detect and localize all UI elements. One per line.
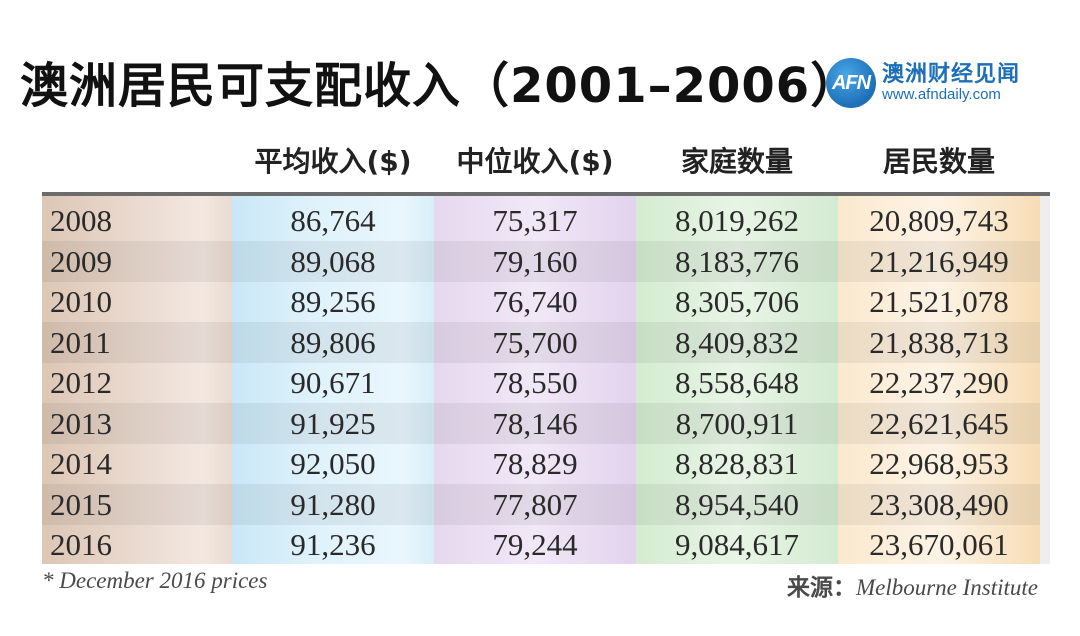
row-shade <box>42 241 1040 282</box>
header-median-income: 中位收入($) <box>456 145 614 178</box>
table-row: 2012 90,671 78,550 8,558,648 22,237,290 <box>0 362 1080 403</box>
cell-population: 22,968,953 <box>869 446 1009 481</box>
cell-year: 2010 <box>50 284 112 319</box>
brand-name: 澳洲财经见闻 <box>882 61 1021 87</box>
table-row: 2009 89,068 79,160 8,183,776 21,216,949 <box>0 241 1080 282</box>
cell-median-income: 78,829 <box>492 446 578 481</box>
cell-population: 21,838,713 <box>869 325 1009 360</box>
cell-median-income: 75,700 <box>492 325 578 360</box>
cell-mean-income: 86,764 <box>290 203 376 238</box>
table-header: 平均收入($) 中位收入($) 家庭数量 居民数量 <box>0 140 1080 184</box>
cell-year: 2011 <box>50 325 111 360</box>
cell-households: 8,828,831 <box>675 446 799 481</box>
cell-median-income: 75,317 <box>492 203 578 238</box>
row-shade <box>42 484 1040 525</box>
cell-mean-income: 91,280 <box>290 487 376 522</box>
year-column-band <box>42 196 232 564</box>
table-row: 2015 91,280 77,807 8,954,540 23,308,490 <box>0 484 1080 525</box>
cell-households: 8,558,648 <box>675 365 799 400</box>
footnote: * December 2016 prices <box>42 568 268 593</box>
table-row: 2011 89,806 75,700 8,409,832 21,838,713 <box>0 322 1080 363</box>
cell-median-income: 77,807 <box>492 487 578 522</box>
cell-population: 22,237,290 <box>869 365 1009 400</box>
population-column-band <box>838 196 1040 564</box>
table-row: 2016 91,236 79,244 9,084,617 23,670,061 <box>0 524 1080 565</box>
table-edge <box>1040 196 1050 564</box>
cell-mean-income: 89,068 <box>290 244 376 279</box>
cell-median-income: 79,160 <box>492 244 578 279</box>
cell-mean-income: 91,925 <box>290 406 376 441</box>
cell-median-income: 78,146 <box>492 406 578 441</box>
table-row: 2008 86,764 75,317 8,019,262 20,809,743 <box>0 200 1080 241</box>
table-row: 2010 89,256 76,740 8,305,706 21,521,078 <box>0 281 1080 322</box>
brand-url: www.afndaily.com <box>882 85 1001 103</box>
households-column-band <box>636 196 838 564</box>
cell-population: 21,521,078 <box>869 284 1009 319</box>
row-shade <box>42 322 1040 363</box>
cell-mean-income: 92,050 <box>290 446 376 481</box>
cell-mean-income: 89,806 <box>290 325 376 360</box>
median-income-column-band <box>434 196 636 564</box>
cell-households: 9,084,617 <box>675 527 799 562</box>
cell-year: 2008 <box>50 203 112 238</box>
cell-households: 8,954,540 <box>675 487 799 522</box>
table-row: 2014 92,050 78,829 8,828,831 22,968,953 <box>0 443 1080 484</box>
cell-households: 8,183,776 <box>675 244 799 279</box>
table-top-rule <box>42 192 1050 197</box>
mean-income-column-band <box>232 196 434 564</box>
page-title: 澳洲居民可支配收入（2001–2006） <box>20 58 860 114</box>
cell-year: 2013 <box>50 406 112 441</box>
brand: AFN 澳洲财经见闻 www.afndaily.com <box>826 58 1020 108</box>
cell-mean-income: 89,256 <box>290 284 376 319</box>
cell-median-income: 76,740 <box>492 284 578 319</box>
cell-households: 8,409,832 <box>675 325 799 360</box>
header-population: 居民数量 <box>882 145 995 178</box>
afn-logo-icon: AFN <box>826 58 876 108</box>
cell-year: 2012 <box>50 365 112 400</box>
cell-households: 8,019,262 <box>675 203 799 238</box>
cell-mean-income: 91,236 <box>290 527 376 562</box>
cell-households: 8,305,706 <box>675 284 799 319</box>
cell-year: 2015 <box>50 487 112 522</box>
source-name: Melbourne Institute <box>855 575 1038 600</box>
cell-year: 2014 <box>50 446 112 481</box>
cell-median-income: 78,550 <box>492 365 578 400</box>
cell-population: 23,308,490 <box>869 487 1009 522</box>
cell-population: 23,670,061 <box>869 527 1009 562</box>
source-label: 来源： <box>786 575 856 601</box>
cell-population: 21,216,949 <box>869 244 1009 279</box>
header-mean-income: 平均收入($) <box>254 145 412 178</box>
cell-population: 22,621,645 <box>869 406 1009 441</box>
cell-year: 2009 <box>50 244 112 279</box>
cell-median-income: 79,244 <box>492 527 578 562</box>
cell-mean-income: 90,671 <box>290 365 376 400</box>
source: 来源：Melbourne Institute <box>787 568 1038 602</box>
cell-population: 20,809,743 <box>869 203 1009 238</box>
table-row: 2013 91,925 78,146 8,700,911 22,621,645 <box>0 403 1080 444</box>
header-households: 家庭数量 <box>680 145 793 178</box>
row-shade <box>42 403 1040 444</box>
cell-households: 8,700,911 <box>675 406 799 441</box>
cell-year: 2016 <box>50 527 112 562</box>
